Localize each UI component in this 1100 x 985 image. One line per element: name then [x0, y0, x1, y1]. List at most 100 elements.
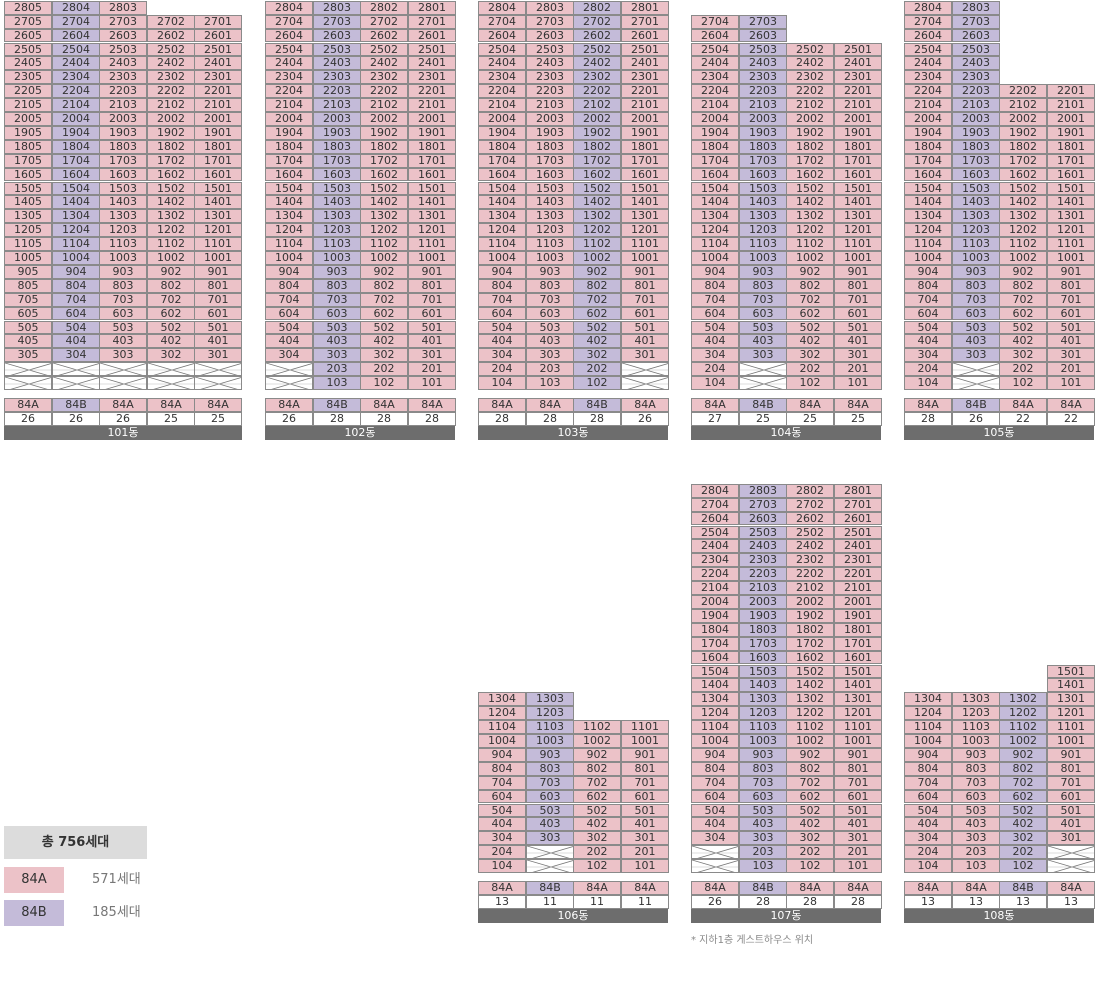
type-cell: 84A: [691, 398, 739, 412]
unit-cell: 2804: [265, 0, 313, 15]
unit-cell: 1005: [4, 251, 52, 265]
unit-cell: 2203: [526, 84, 574, 99]
unit-cell: 1101: [834, 237, 882, 251]
unit-cell: 2003: [952, 112, 1000, 126]
unit-cell: 2502: [360, 42, 408, 57]
unit-cell: 1201: [621, 223, 669, 238]
unit-cell: 1501: [408, 181, 456, 196]
unit-cell: 303: [952, 348, 1000, 363]
unit-cell: 1203: [526, 223, 574, 238]
unit-cell: 1504: [904, 181, 952, 196]
type-cell: 84A: [360, 398, 408, 412]
unit-cell: 1002: [999, 734, 1047, 748]
empty-floor-cell: [691, 859, 739, 873]
unit-cell: 1003: [526, 251, 574, 265]
count-cell: 28: [834, 895, 882, 909]
unit-cell: 2602: [573, 28, 621, 43]
unit-cell: 703: [99, 292, 147, 307]
unit-cell: 1103: [739, 237, 787, 251]
count-cell: 25: [739, 412, 787, 426]
unit-cell: 503: [526, 320, 574, 335]
unit-cell: 303: [526, 831, 574, 846]
unit-cell: 1801: [834, 622, 882, 637]
unit-cell: 2503: [99, 42, 147, 57]
unit-cell: 102: [999, 859, 1047, 873]
unit-cell: 1502: [573, 181, 621, 196]
empty-floor-cell: [739, 376, 787, 390]
count-cell: 22: [1047, 412, 1095, 426]
unit-cell: 1104: [904, 720, 952, 734]
unit-cell: 2701: [194, 14, 242, 29]
unit-cell: 1002: [786, 251, 834, 265]
unit-cell: 2302: [573, 70, 621, 85]
unit-cell: 2104: [265, 98, 313, 112]
unit-cell: 804: [904, 761, 952, 776]
unit-cell: 501: [621, 803, 669, 818]
unit-cell: 502: [147, 320, 195, 335]
count-cell: 11: [573, 895, 621, 909]
unit-cell: 1204: [904, 706, 952, 721]
unit-cell: 1103: [952, 237, 1000, 251]
unit-cell: 903: [526, 747, 574, 762]
unit-cell: 2702: [573, 14, 621, 29]
unit-cell: 501: [408, 320, 456, 335]
unit-cell: 1403: [526, 195, 574, 210]
unit-cell: 1102: [999, 720, 1047, 734]
unit-cell: 904: [904, 264, 952, 279]
unit-cell: 1004: [691, 251, 739, 265]
unit-cell: 901: [621, 747, 669, 762]
unit-cell: 603: [526, 789, 574, 804]
type-cell: 84A: [786, 398, 834, 412]
unit-cell: 2402: [360, 56, 408, 71]
unit-cell: 2203: [952, 84, 1000, 99]
unit-cell: 1601: [834, 167, 882, 182]
unit-cell: 704: [478, 775, 526, 790]
unit-cell: 1802: [147, 139, 195, 154]
unit-cell: 1702: [573, 153, 621, 168]
unit-cell: 404: [904, 817, 952, 832]
unit-cell: 802: [360, 278, 408, 293]
unit-cell: 503: [526, 803, 574, 818]
unit-cell: 402: [573, 817, 621, 832]
unit-cell: 1204: [691, 706, 739, 721]
unit-cell: 1103: [739, 720, 787, 734]
unit-cell: 1903: [952, 125, 1000, 140]
unit-cell: 2603: [739, 511, 787, 526]
unit-cell: 1203: [952, 706, 1000, 721]
unit-cell: 1404: [691, 678, 739, 693]
unit-cell: 2203: [313, 84, 361, 99]
count-cell: 22: [999, 412, 1047, 426]
unit-cell: 1003: [739, 251, 787, 265]
unit-cell: 1003: [952, 734, 1000, 748]
unit-cell: 602: [573, 789, 621, 804]
empty-floor-cell: [265, 362, 313, 377]
unit-cell: 402: [573, 334, 621, 349]
unit-cell: 1304: [478, 209, 526, 224]
unit-cell: 2202: [573, 84, 621, 99]
unit-cell: 2402: [786, 56, 834, 71]
unit-cell: 2101: [834, 581, 882, 595]
unit-cell: 2204: [478, 84, 526, 99]
unit-cell: 1303: [952, 692, 1000, 707]
unit-cell: 1304: [265, 209, 313, 224]
unit-cell: 604: [478, 789, 526, 804]
unit-cell: 701: [834, 775, 882, 790]
unit-cell: 602: [147, 306, 195, 321]
unit-cell: 2303: [952, 70, 1000, 85]
unit-cell: 704: [904, 775, 952, 790]
unit-cell: 504: [478, 320, 526, 335]
unit-cell: 201: [1047, 362, 1095, 377]
unit-cell: 603: [313, 306, 361, 321]
unit-cell: 801: [1047, 278, 1095, 293]
count-cell: 26: [99, 412, 147, 426]
unit-cell: 302: [786, 348, 834, 363]
unit-cell: 2002: [147, 112, 195, 126]
unit-cell: 2404: [265, 56, 313, 71]
unit-cell: 802: [786, 278, 834, 293]
unit-cell: 2403: [99, 56, 147, 71]
type-cell: 84A: [1047, 398, 1095, 412]
unit-cell: 503: [952, 803, 1000, 818]
unit-cell: 904: [52, 264, 100, 279]
unit-cell: 1201: [408, 223, 456, 238]
unit-cell: 1303: [313, 209, 361, 224]
